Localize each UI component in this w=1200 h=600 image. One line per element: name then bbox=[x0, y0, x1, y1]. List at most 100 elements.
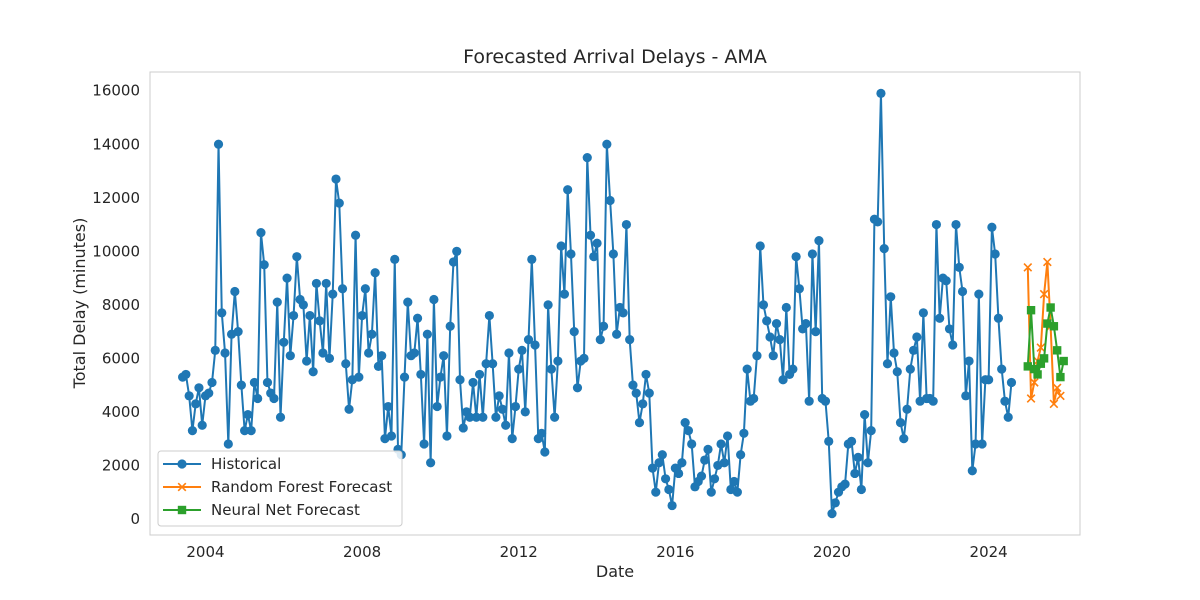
data-point bbox=[523, 335, 534, 345]
data-point bbox=[311, 278, 322, 289]
data-point bbox=[618, 308, 628, 318]
data-point bbox=[758, 300, 769, 310]
data-point bbox=[850, 468, 860, 479]
data-point bbox=[1056, 391, 1065, 401]
data-point bbox=[315, 316, 325, 326]
data-point bbox=[360, 284, 370, 294]
data-point bbox=[902, 404, 912, 414]
data-point bbox=[471, 412, 481, 422]
data-point bbox=[683, 426, 694, 436]
data-point bbox=[546, 364, 556, 374]
data-point bbox=[811, 327, 821, 337]
data-point bbox=[298, 300, 308, 310]
data-point bbox=[243, 409, 253, 420]
data-point bbox=[331, 174, 341, 184]
data-point bbox=[272, 297, 282, 307]
y-tick-label: 6000 bbox=[102, 349, 140, 367]
data-point bbox=[941, 276, 951, 286]
data-point bbox=[364, 348, 374, 358]
data-point bbox=[827, 508, 837, 519]
data-point bbox=[820, 396, 831, 406]
data-point bbox=[889, 348, 899, 358]
data-point bbox=[1033, 370, 1042, 379]
data-point bbox=[974, 289, 984, 299]
data-point bbox=[984, 375, 994, 385]
data-point bbox=[262, 377, 273, 388]
data-point bbox=[700, 455, 710, 465]
x-tick-label: 2020 bbox=[813, 543, 851, 561]
data-point bbox=[1036, 343, 1046, 353]
y-tick-label: 12000 bbox=[92, 189, 140, 207]
data-point bbox=[824, 436, 834, 446]
data-point bbox=[324, 353, 335, 363]
data-point bbox=[426, 458, 436, 468]
data-point bbox=[840, 479, 850, 489]
data-point bbox=[305, 310, 315, 321]
data-point bbox=[370, 268, 380, 278]
data-point bbox=[602, 139, 612, 149]
data-point bbox=[860, 409, 870, 420]
data-point bbox=[781, 302, 791, 313]
data-point bbox=[791, 252, 801, 262]
data-point bbox=[853, 452, 863, 462]
data-point bbox=[302, 356, 312, 366]
data-point bbox=[572, 383, 583, 393]
data-point bbox=[1026, 305, 1036, 315]
data-point bbox=[556, 241, 566, 251]
data-point bbox=[334, 198, 344, 208]
legend-label: Historical bbox=[211, 455, 281, 473]
data-point bbox=[383, 401, 393, 412]
data-point bbox=[187, 426, 198, 436]
data-point bbox=[288, 310, 299, 321]
data-point bbox=[403, 297, 413, 307]
data-point bbox=[566, 249, 576, 259]
data-point bbox=[510, 401, 521, 412]
data-point bbox=[905, 364, 915, 374]
legend-label: Neural Net Forecast bbox=[211, 501, 360, 519]
data-point bbox=[416, 369, 426, 380]
data-point bbox=[589, 252, 599, 262]
y-tick-label: 10000 bbox=[92, 242, 140, 260]
legend-item: Historical bbox=[163, 455, 281, 473]
legend-swatch-marker bbox=[177, 482, 187, 492]
data-point bbox=[716, 439, 726, 449]
y-tick-label: 0 bbox=[130, 510, 140, 528]
data-point bbox=[931, 219, 942, 230]
x-tick-label: 2012 bbox=[500, 543, 538, 561]
data-point bbox=[452, 246, 462, 256]
data-point bbox=[814, 236, 824, 246]
data-point bbox=[181, 369, 191, 380]
data-point bbox=[448, 257, 459, 267]
data-point bbox=[484, 310, 494, 321]
data-point bbox=[1052, 383, 1062, 393]
data-point bbox=[866, 426, 876, 436]
data-point bbox=[729, 476, 739, 487]
data-point bbox=[749, 393, 759, 404]
data-point bbox=[987, 222, 997, 232]
legend-label: Random Forest Forecast bbox=[211, 478, 392, 496]
data-point bbox=[220, 348, 230, 358]
data-point bbox=[474, 369, 485, 380]
data-point bbox=[944, 324, 955, 334]
data-point bbox=[667, 500, 677, 511]
data-point bbox=[377, 351, 387, 361]
data-point bbox=[830, 498, 840, 508]
data-point bbox=[993, 313, 1004, 323]
data-point bbox=[207, 377, 217, 388]
data-point bbox=[585, 230, 596, 240]
data-point bbox=[1003, 412, 1013, 422]
data-point bbox=[517, 345, 527, 355]
data-point bbox=[246, 426, 256, 436]
data-point bbox=[882, 359, 893, 369]
data-point bbox=[191, 399, 201, 409]
series-line bbox=[1026, 306, 1065, 379]
data-point bbox=[951, 219, 961, 230]
data-point bbox=[184, 391, 194, 401]
data-point bbox=[899, 434, 909, 444]
data-point bbox=[504, 348, 514, 358]
data-point bbox=[367, 329, 377, 339]
data-point bbox=[445, 321, 455, 331]
data-point bbox=[1006, 377, 1017, 388]
